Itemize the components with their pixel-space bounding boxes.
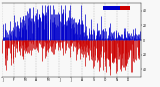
Bar <box>103 6 120 10</box>
Bar <box>120 6 130 10</box>
